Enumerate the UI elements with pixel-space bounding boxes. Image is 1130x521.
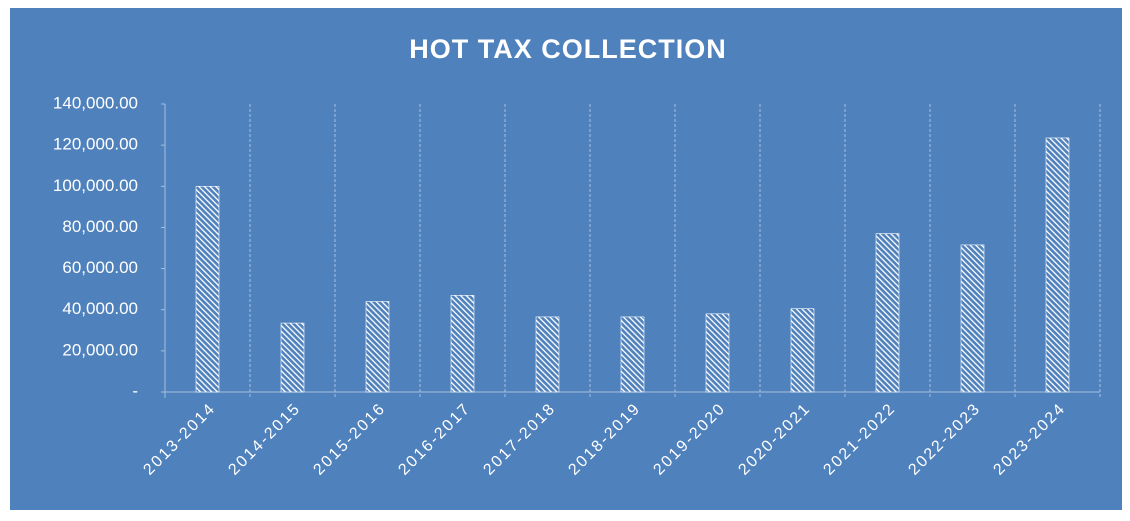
bar: [1045, 137, 1070, 393]
bar: [280, 322, 305, 393]
bar: [450, 295, 475, 393]
y-tick-label: 140,000.00: [53, 93, 138, 112]
bar: [535, 316, 560, 393]
chart-title: HOT TAX COLLECTION: [409, 34, 726, 64]
bar: [195, 185, 220, 393]
bar: [960, 244, 985, 393]
y-tick-label: 40,000.00: [62, 299, 138, 318]
y-tick-label: 60,000.00: [62, 258, 138, 277]
chart-background: [10, 8, 1122, 510]
bar: [705, 313, 730, 393]
y-tick-label: -: [132, 381, 138, 400]
bar: [875, 233, 900, 393]
bar: [790, 308, 815, 393]
bar: [365, 301, 390, 393]
y-tick-label: 20,000.00: [62, 340, 138, 359]
y-tick-label: 80,000.00: [62, 217, 138, 236]
y-tick-label: 100,000.00: [53, 176, 138, 195]
y-tick-label: 120,000.00: [53, 135, 138, 154]
bar: [620, 316, 645, 393]
